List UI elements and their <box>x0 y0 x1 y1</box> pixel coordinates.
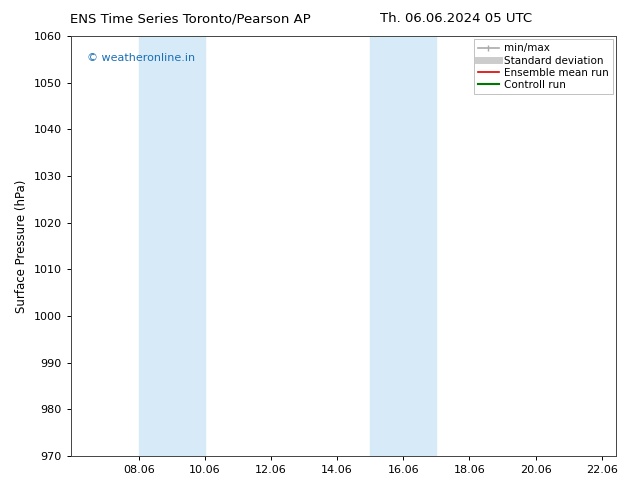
Text: ENS Time Series Toronto/Pearson AP: ENS Time Series Toronto/Pearson AP <box>70 12 311 25</box>
Y-axis label: Surface Pressure (hPa): Surface Pressure (hPa) <box>15 179 28 313</box>
Legend: min/max, Standard deviation, Ensemble mean run, Controll run: min/max, Standard deviation, Ensemble me… <box>474 39 613 94</box>
Text: Th. 06.06.2024 05 UTC: Th. 06.06.2024 05 UTC <box>380 12 533 25</box>
Text: © weatheronline.in: © weatheronline.in <box>87 53 195 63</box>
Bar <box>370 36 436 456</box>
Bar <box>139 36 205 456</box>
